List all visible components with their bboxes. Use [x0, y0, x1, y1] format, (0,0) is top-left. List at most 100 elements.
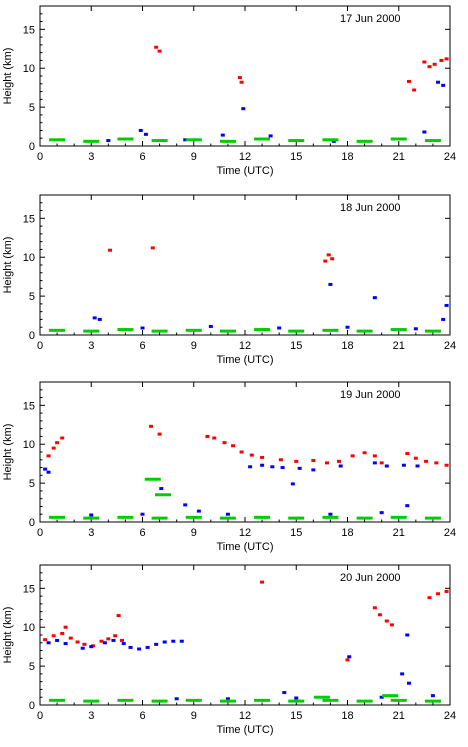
series-3: [49, 137, 441, 143]
y-tick-label: 5: [29, 291, 35, 303]
y-tick-label: 10: [23, 439, 35, 451]
data-point: [43, 638, 48, 642]
data-point: [277, 326, 282, 330]
data-point: [82, 642, 87, 646]
data-point: [424, 139, 441, 143]
data-point: [49, 328, 66, 332]
data-point: [322, 515, 339, 519]
data-point: [347, 655, 352, 659]
y-tick-label: 15: [23, 24, 35, 36]
series-3: [49, 328, 441, 333]
x-tick-label: 3: [88, 340, 94, 352]
data-point: [89, 513, 94, 517]
data-point: [138, 128, 143, 132]
data-point: [183, 138, 188, 142]
x-tick-label: 15: [290, 710, 302, 722]
chart-panels: 0 3 6 9 12 15 18 21 24 0 5 10 15 Time (UTC) Height (km…: [2, 5, 456, 736]
data-point: [424, 329, 441, 333]
data-point: [415, 464, 420, 468]
data-point: [444, 463, 449, 467]
data-point: [102, 641, 107, 645]
data-point: [439, 58, 444, 62]
data-point: [185, 328, 202, 332]
x-tick-label: 18: [341, 340, 353, 352]
data-point: [219, 699, 236, 703]
data-point: [220, 133, 225, 137]
data-point: [237, 76, 242, 80]
data-point: [405, 633, 410, 637]
y-tick-label: 5: [29, 661, 35, 673]
data-point: [137, 647, 142, 651]
y-tick-label: 15: [23, 213, 35, 225]
data-point: [150, 246, 155, 250]
data-point: [222, 441, 227, 445]
x-tick-label: 9: [191, 710, 197, 722]
data-point: [390, 328, 407, 332]
x-tick-label: 18: [341, 527, 353, 539]
data-point: [111, 638, 116, 642]
x-axis-title: Time (UTC): [216, 724, 273, 736]
data-point: [400, 672, 405, 676]
data-point: [154, 45, 159, 49]
series-1: [43, 580, 449, 662]
panel-date-label: 17 Jun 2000: [340, 13, 401, 25]
data-point: [323, 259, 328, 263]
data-point: [117, 515, 134, 519]
data-point: [63, 625, 68, 629]
panel-date-label: 19 Jun 2000: [340, 389, 401, 401]
data-point: [379, 695, 384, 699]
data-point: [436, 592, 441, 596]
data-point: [60, 631, 65, 635]
data-point: [225, 697, 230, 701]
data-point: [432, 62, 437, 66]
x-tick-label: 0: [37, 527, 43, 539]
data-point: [128, 645, 133, 649]
panel-2: 0 3 6 9 12 15 18 21 24 0 5 10 15 Time (UTC) Height (km…: [2, 194, 456, 366]
data-point: [436, 80, 441, 84]
data-point: [68, 636, 73, 640]
data-point: [260, 455, 265, 459]
data-point: [326, 253, 331, 257]
data-point: [97, 317, 102, 321]
data-point: [46, 470, 51, 474]
data-point: [345, 658, 350, 662]
data-point: [60, 436, 65, 440]
data-point: [249, 453, 254, 457]
data-point: [322, 138, 339, 142]
data-point: [356, 329, 373, 333]
data-point: [280, 466, 285, 470]
y-tick-label: 5: [29, 478, 35, 490]
data-point: [117, 328, 134, 332]
data-point: [288, 329, 305, 333]
data-point: [106, 637, 111, 641]
data-point: [407, 681, 411, 685]
data-point: [116, 614, 121, 618]
y-tick-label: 0: [29, 700, 35, 712]
data-point: [140, 326, 145, 330]
x-tick-label: 21: [393, 340, 405, 352]
series-2: [106, 80, 446, 143]
data-point: [151, 329, 168, 333]
data-point: [288, 139, 305, 143]
series-2: [46, 633, 435, 701]
data-point: [338, 464, 343, 468]
panel-4: 0 3 6 9 12 15 18 21 24 0 5 10 15 Time (UTC) Height (km…: [2, 564, 456, 736]
data-point: [377, 613, 382, 617]
data-point: [322, 698, 339, 702]
data-point: [330, 257, 335, 261]
data-point: [106, 139, 111, 143]
data-point: [311, 468, 316, 472]
data-point: [89, 645, 94, 649]
data-point: [162, 640, 167, 644]
data-point: [356, 139, 373, 143]
data-point: [154, 642, 159, 646]
data-point: [49, 515, 66, 519]
data-point: [413, 327, 418, 331]
data-point: [179, 639, 184, 643]
panel-1: 0 3 6 9 12 15 18 21 24 0 5 10 15 Time (UTC) Height (km…: [2, 5, 456, 177]
x-tick-label: 21: [393, 527, 405, 539]
data-point: [311, 459, 316, 463]
data-point: [444, 589, 449, 593]
